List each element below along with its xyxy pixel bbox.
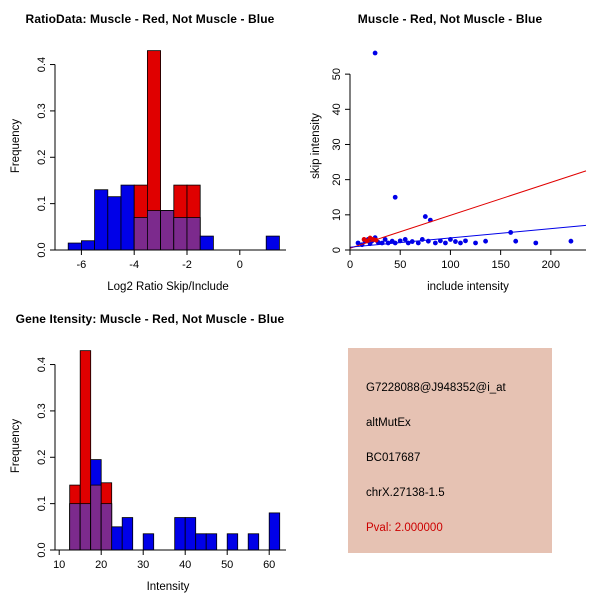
- svg-text:10: 10: [331, 209, 343, 221]
- svg-text:40: 40: [179, 559, 191, 571]
- ratio-histogram: -6 -4 -2 0 0.0 0.1 0.2 0.3 0.4: [36, 50, 286, 271]
- svg-text:0.1: 0.1: [36, 196, 48, 211]
- svg-text:150: 150: [491, 259, 509, 271]
- svg-text:50: 50: [331, 68, 343, 80]
- svg-text:0.0: 0.0: [36, 542, 48, 557]
- svg-text:0.1: 0.1: [36, 496, 48, 511]
- gene-histogram-title: Gene Itensity: Muscle - Red, Not Muscle …: [15, 312, 285, 326]
- svg-text:0: 0: [347, 259, 353, 271]
- intensity-scatter-panel: Muscle - Red, Not Muscle - Blue skip int…: [300, 0, 600, 300]
- svg-text:-2: -2: [182, 259, 192, 271]
- info-accession: BC017687: [366, 452, 421, 464]
- svg-text:0.0: 0.0: [36, 242, 48, 257]
- svg-text:0: 0: [331, 247, 343, 253]
- info-locus: chrX.27138-1.5: [366, 487, 445, 499]
- svg-text:0.4: 0.4: [36, 57, 48, 72]
- svg-text:20: 20: [95, 559, 107, 571]
- svg-text:50: 50: [221, 559, 233, 571]
- gene-histogram-panel: Gene Itensity: Muscle - Red, Not Muscle …: [0, 300, 300, 600]
- svg-text:0: 0: [237, 259, 243, 271]
- intensity-scatter-xlabel: include intensity: [427, 281, 509, 293]
- intensity-scatter: 0 50 100 150 200 0 10 20 30 40 50: [331, 50, 587, 271]
- gene-histogram-xlabel: Intensity: [146, 581, 190, 593]
- svg-text:20: 20: [331, 174, 343, 186]
- ratio-histogram-panel: RatioData: Muscle - Red, Not Muscle - Bl…: [0, 0, 300, 300]
- svg-text:-6: -6: [77, 259, 87, 271]
- svg-text:200: 200: [542, 259, 560, 271]
- info-panel: G7228088@J948352@i_at altMutEx BC017687 …: [300, 300, 600, 600]
- info-event-type: altMutEx: [366, 417, 411, 429]
- svg-text:60: 60: [263, 559, 275, 571]
- svg-text:100: 100: [441, 259, 459, 271]
- svg-text:10: 10: [53, 559, 65, 571]
- svg-text:0.4: 0.4: [36, 357, 48, 372]
- svg-text:-4: -4: [129, 259, 139, 271]
- ratio-histogram-xlabel: Log2 Ratio Skip/Include: [107, 281, 229, 293]
- svg-text:50: 50: [394, 259, 406, 271]
- info-pval: Pval: 2.000000: [366, 522, 443, 534]
- svg-text:0.3: 0.3: [36, 103, 48, 118]
- info-probe-id: G7228088@J948352@i_at: [366, 382, 506, 394]
- svg-text:30: 30: [137, 559, 149, 571]
- ratio-histogram-title: RatioData: Muscle - Red, Not Muscle - Bl…: [25, 12, 275, 26]
- svg-text:0.2: 0.2: [36, 450, 48, 465]
- info-box: G7228088@J948352@i_at altMutEx BC017687 …: [348, 348, 552, 553]
- svg-text:0.3: 0.3: [36, 403, 48, 418]
- svg-text:0.2: 0.2: [36, 150, 48, 165]
- svg-text:40: 40: [331, 103, 343, 115]
- svg-text:30: 30: [331, 138, 343, 150]
- intensity-scatter-title: Muscle - Red, Not Muscle - Blue: [357, 12, 543, 26]
- gene-histogram: 10 20 30 40 50 60 0.0 0.1 0.2 0.3 0.4: [36, 350, 286, 571]
